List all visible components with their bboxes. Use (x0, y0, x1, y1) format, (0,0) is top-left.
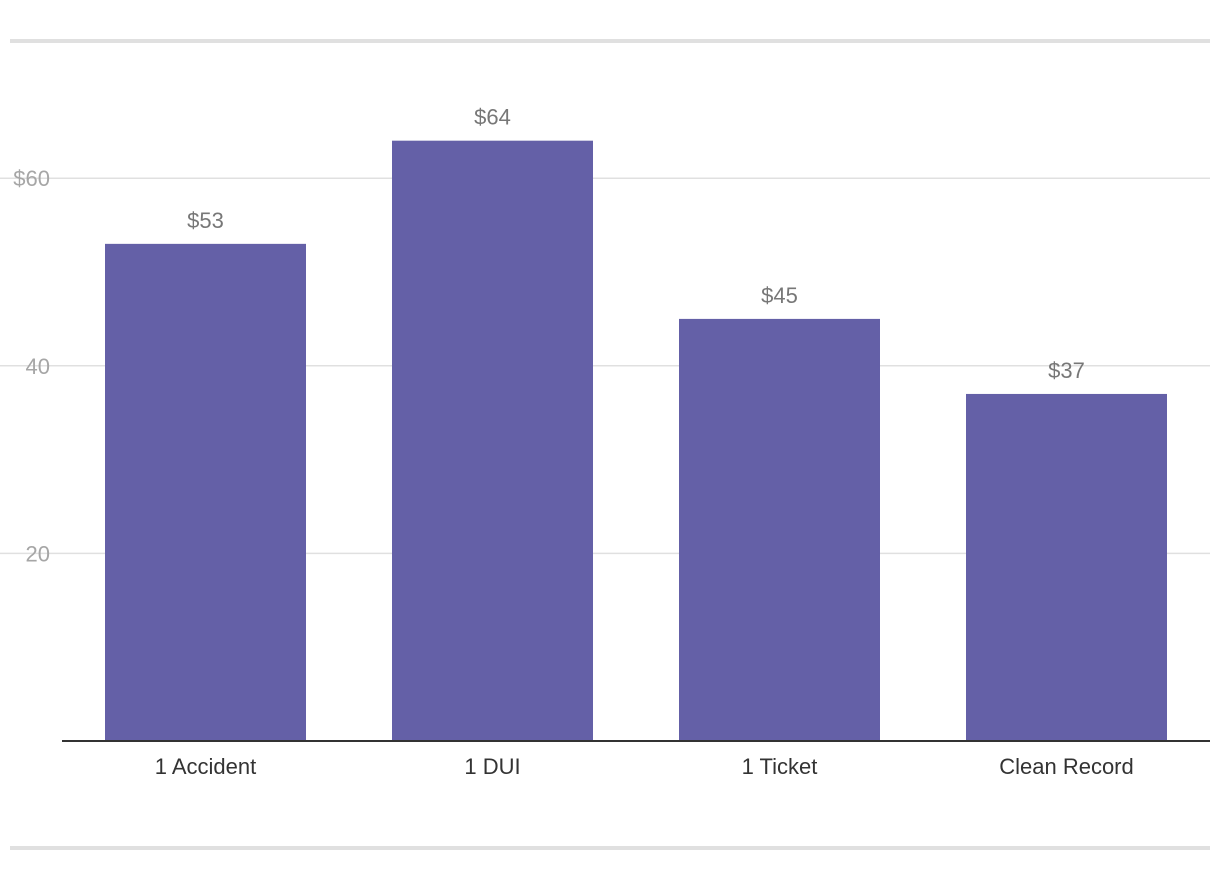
bar[interactable] (392, 140, 593, 741)
value-labels: $53 $64 $45 $37 (187, 105, 1085, 383)
bar[interactable] (966, 393, 1167, 741)
bar-value-label: $45 (761, 283, 798, 308)
x-axis-labels: 1 Accident 1 DUI 1 Ticket Clean Record (155, 754, 1134, 779)
bar-value-label: $37 (1048, 358, 1085, 383)
x-tick-label: 1 DUI (464, 754, 520, 779)
y-axis-ticks: 20 40 $60 (13, 166, 50, 566)
bars (105, 140, 1167, 742)
y-tick-label: 40 (26, 354, 50, 379)
bar-value-label: $64 (474, 105, 511, 130)
y-tick-label: $60 (13, 166, 50, 191)
y-tick-label: 20 (26, 541, 50, 566)
x-tick-label: Clean Record (999, 754, 1134, 779)
bottom-divider (10, 846, 1210, 850)
bar[interactable] (679, 318, 880, 741)
top-divider (10, 39, 1210, 43)
bar-value-label: $53 (187, 208, 224, 233)
x-tick-label: 1 Accident (155, 754, 257, 779)
bar[interactable] (105, 243, 306, 742)
x-tick-label: 1 Ticket (742, 754, 818, 779)
